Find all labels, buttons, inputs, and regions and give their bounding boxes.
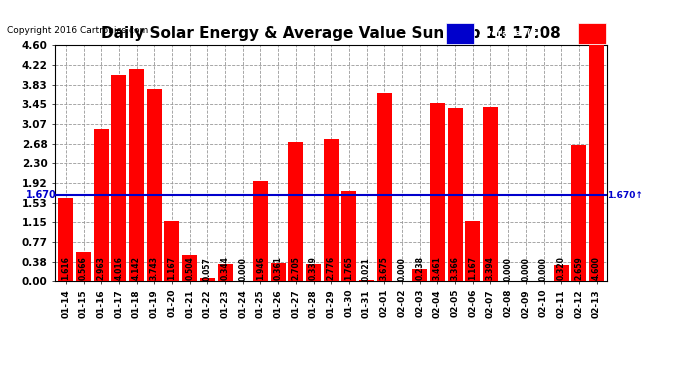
Bar — [377, 93, 392, 281]
Text: 0.000: 0.000 — [397, 257, 406, 281]
Bar — [359, 280, 374, 281]
Bar — [288, 142, 304, 281]
Title: Daily Solar Energy & Average Value Sun Feb 14 17:08: Daily Solar Energy & Average Value Sun F… — [101, 26, 561, 41]
Text: 2.659: 2.659 — [574, 256, 583, 280]
Bar — [164, 221, 179, 281]
Text: 2.705: 2.705 — [291, 256, 300, 280]
Text: 0.504: 0.504 — [185, 256, 194, 280]
Text: 0.344: 0.344 — [221, 256, 230, 280]
Bar — [448, 108, 462, 281]
Text: 0.057: 0.057 — [203, 257, 212, 281]
Text: Copyright 2016 Cartronics.com: Copyright 2016 Cartronics.com — [7, 26, 148, 35]
Text: 1.765: 1.765 — [344, 256, 353, 280]
Bar — [111, 75, 126, 281]
Text: 3.394: 3.394 — [486, 256, 495, 280]
Text: 3.675: 3.675 — [380, 256, 388, 280]
Text: 1.616: 1.616 — [61, 256, 70, 280]
Bar — [342, 190, 357, 281]
Text: 2.963: 2.963 — [97, 256, 106, 280]
Text: 0.339: 0.339 — [309, 256, 318, 280]
Text: 0.238: 0.238 — [415, 256, 424, 280]
Text: 0.000: 0.000 — [504, 257, 513, 281]
Text: 4.600: 4.600 — [592, 256, 601, 280]
Text: 1.946: 1.946 — [256, 256, 265, 280]
Text: 0.000: 0.000 — [522, 257, 531, 281]
Text: Daily  ($): Daily ($) — [611, 29, 657, 38]
Text: 4.016: 4.016 — [115, 256, 124, 280]
Text: 1.167: 1.167 — [168, 256, 177, 280]
Bar — [129, 69, 144, 281]
Bar — [306, 264, 321, 281]
Bar — [571, 145, 586, 281]
Text: Average  ($): Average ($) — [479, 29, 542, 38]
Text: 1.670: 1.670 — [26, 190, 57, 201]
Bar — [412, 269, 427, 281]
Bar — [217, 264, 233, 281]
Bar — [465, 221, 480, 281]
Bar — [200, 278, 215, 281]
Text: 0.021: 0.021 — [362, 257, 371, 281]
Text: 2.776: 2.776 — [326, 256, 336, 280]
Text: 3.743: 3.743 — [150, 256, 159, 280]
Bar — [76, 252, 91, 281]
Text: 3.366: 3.366 — [451, 256, 460, 280]
Text: 0.361: 0.361 — [274, 256, 283, 280]
Text: 1.167: 1.167 — [469, 256, 477, 280]
Text: 0.000: 0.000 — [539, 257, 548, 281]
Text: 4.142: 4.142 — [132, 256, 141, 280]
Text: 0.000: 0.000 — [238, 257, 247, 281]
Text: 1.670↑: 1.670↑ — [607, 191, 643, 200]
Text: 3.461: 3.461 — [433, 256, 442, 280]
Bar — [253, 181, 268, 281]
Bar — [483, 107, 498, 281]
Bar — [589, 45, 604, 281]
Bar — [147, 89, 161, 281]
Text: 0.320: 0.320 — [557, 256, 566, 280]
Bar — [94, 129, 109, 281]
Bar — [58, 198, 73, 281]
Bar — [553, 265, 569, 281]
Bar — [578, 23, 606, 44]
Bar — [430, 104, 445, 281]
Bar — [446, 23, 475, 44]
Bar — [270, 263, 286, 281]
Text: 0.566: 0.566 — [79, 256, 88, 280]
Bar — [324, 139, 339, 281]
Bar — [182, 255, 197, 281]
